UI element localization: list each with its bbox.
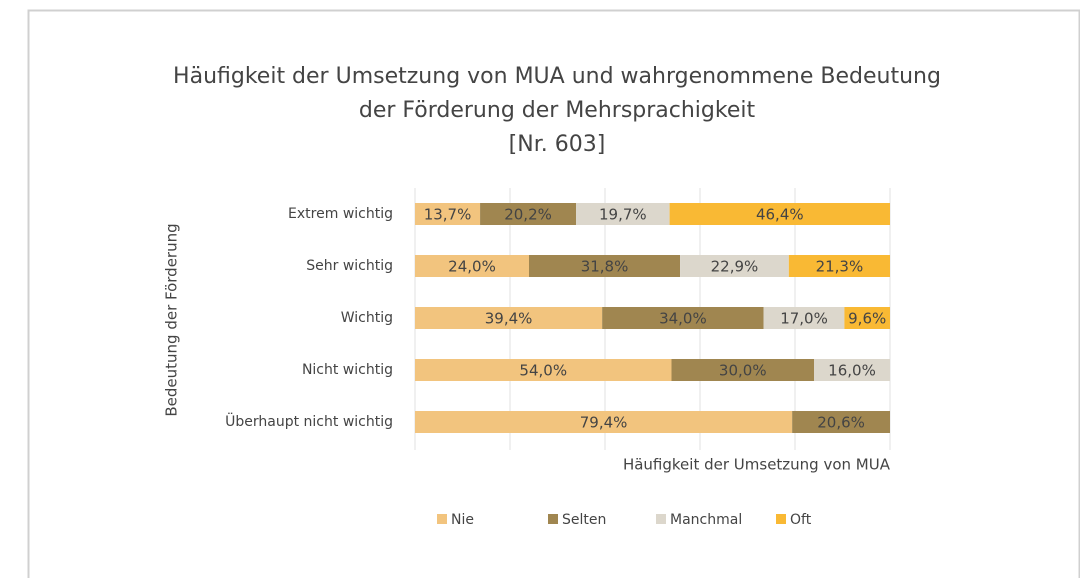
data-label: 9,6% — [848, 310, 886, 328]
bar-segment — [680, 255, 789, 277]
data-label: 16,0% — [828, 362, 876, 380]
y-tick-label: Nicht wichtig — [302, 362, 393, 378]
legend-label: Selten — [562, 512, 606, 528]
data-label: 34,0% — [659, 310, 707, 328]
data-label: 46,4% — [756, 206, 804, 224]
bar-segment — [529, 255, 681, 277]
bar-segment — [844, 307, 890, 329]
data-label: 13,7% — [424, 206, 472, 224]
y-tick-label: Sehr wichtig — [306, 258, 393, 274]
data-label: 39,4% — [485, 310, 533, 328]
bar-segment — [480, 203, 577, 225]
data-label: 17,0% — [780, 310, 828, 328]
frame — [27, 9, 1080, 578]
bar-segment — [792, 411, 890, 433]
data-label: 21,3% — [816, 258, 864, 276]
data-label: 54,0% — [519, 362, 567, 380]
data-label: 24,0% — [448, 258, 496, 276]
bar-segment — [763, 307, 845, 329]
legend-swatch — [776, 514, 786, 524]
bar-segment — [814, 359, 890, 381]
y-tick-label: Wichtig — [341, 310, 393, 326]
data-label: 30,0% — [719, 362, 767, 380]
bar-segment — [788, 255, 890, 277]
y-tick-label: Überhaupt nicht wichtig — [225, 412, 393, 430]
bar-segment — [415, 255, 529, 277]
legend-swatch — [548, 514, 558, 524]
data-label: 20,6% — [817, 414, 865, 432]
bar-segment — [576, 203, 670, 225]
data-label: 79,4% — [580, 414, 628, 432]
legend-label: Oft — [790, 512, 812, 528]
chart-title: Häufigkeit der Umsetzung von MUA und wah… — [173, 64, 941, 89]
bar-segment — [415, 359, 672, 381]
bar-segment — [602, 307, 764, 329]
chart-title: der Förderung der Mehrsprachigkeit — [359, 98, 756, 123]
bar-segment — [415, 203, 481, 225]
y-tick-label: Extrem wichtig — [288, 206, 393, 222]
legend-label: Manchmal — [670, 512, 742, 528]
data-label: 22,9% — [711, 258, 759, 276]
legend-swatch — [437, 514, 447, 524]
y-axis-title: Bedeutung der Förderung — [163, 223, 181, 416]
chart-title: [Nr. 603] — [509, 132, 606, 157]
bar-segment — [415, 307, 603, 329]
bar-segment — [669, 203, 890, 225]
legend-label: Nie — [451, 512, 474, 528]
data-label: 20,2% — [504, 206, 552, 224]
data-label: 19,7% — [599, 206, 647, 224]
bar-segment — [671, 359, 814, 381]
data-label: 31,8% — [581, 258, 629, 276]
legend-swatch — [656, 514, 666, 524]
x-axis-title: Häufigkeit der Umsetzung von MUA — [623, 456, 891, 474]
bar-segment — [415, 411, 793, 433]
